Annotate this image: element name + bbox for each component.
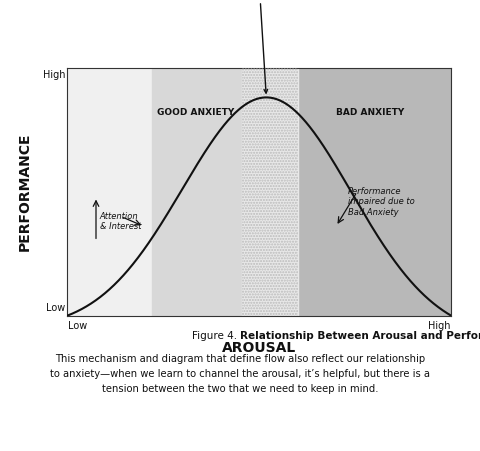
Text: PERFORMANCE: PERFORMANCE [18, 133, 32, 251]
Text: Attention
& Interest: Attention & Interest [100, 212, 141, 231]
Bar [298, 68, 451, 316]
Text: AROUSAL: AROUSAL [222, 341, 296, 354]
Bar [242, 68, 298, 316]
Text: GOOD ANXIETY: GOOD ANXIETY [157, 108, 234, 117]
Text: Low: Low [46, 303, 65, 313]
Text: BAD ANXIETY: BAD ANXIETY [336, 108, 405, 117]
Text: Relationship Between Arousal and Performance: Relationship Between Arousal and Perform… [240, 331, 480, 341]
Text: This mechanism and diagram that define flow also reflect our relationship
to anx: This mechanism and diagram that define f… [50, 354, 430, 395]
Text: Low: Low [68, 321, 87, 331]
Text: High: High [428, 321, 450, 331]
Bar [152, 68, 242, 316]
Text: Optimum
Performance
(Flow is Possible): Optimum Performance (Flow is Possible) [221, 0, 298, 93]
Text: High: High [43, 70, 65, 80]
Bar [242, 68, 298, 316]
Text: Figure 4.: Figure 4. [192, 331, 240, 341]
Text: Performance
impaired due to
Bad Anxiety: Performance impaired due to Bad Anxiety [348, 187, 414, 216]
